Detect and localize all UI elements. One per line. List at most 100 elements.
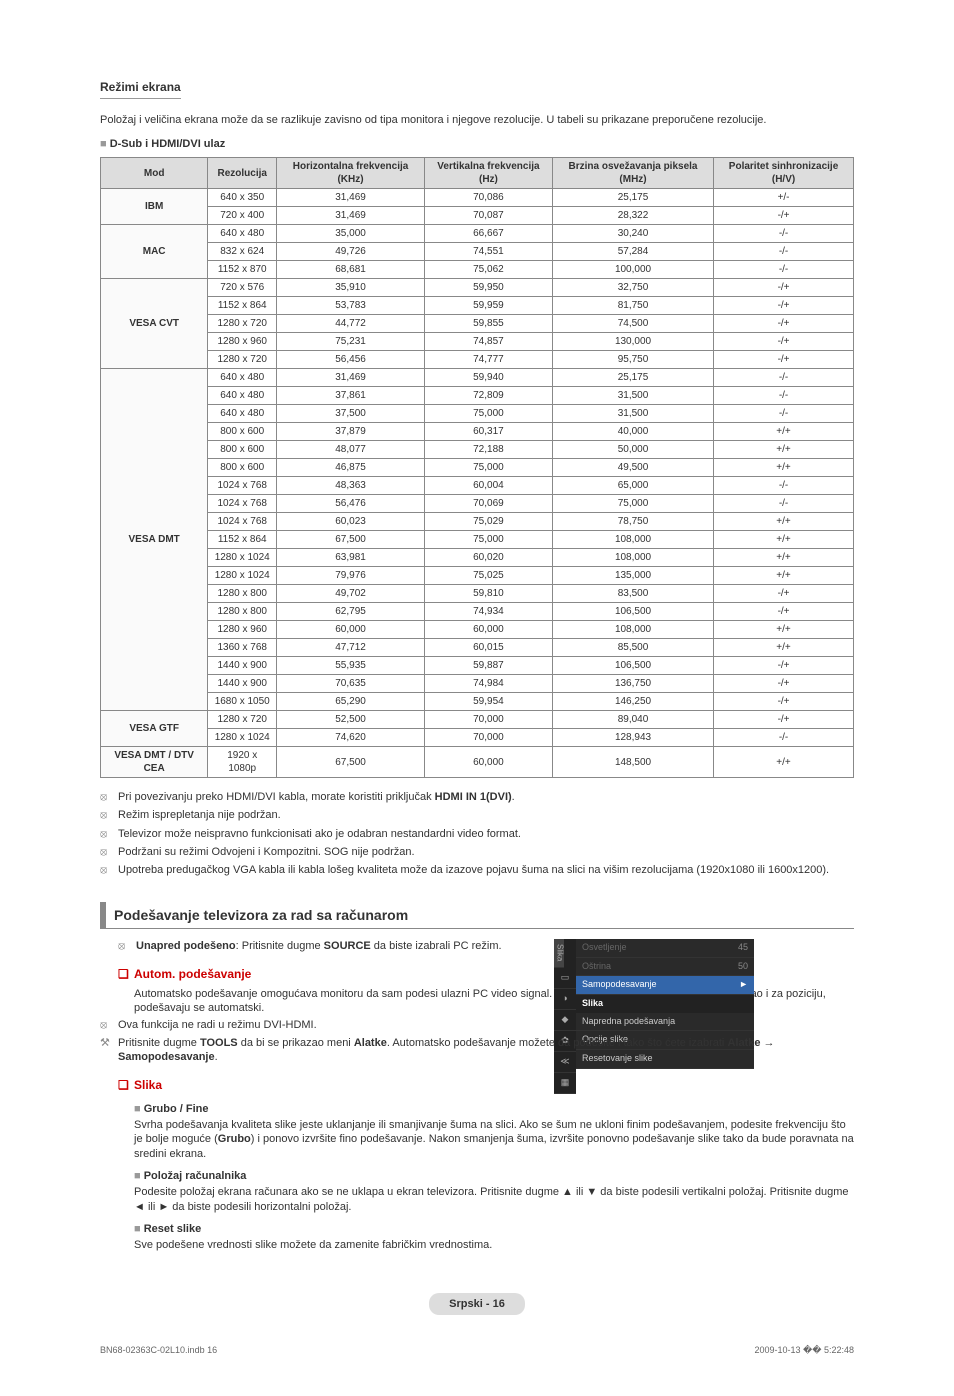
table-cell: -/+ — [714, 675, 854, 693]
table-cell: 59,959 — [424, 297, 552, 315]
polozaj-body: Podesite položaj ekrana računara ako se … — [134, 1185, 854, 1214]
table-cell: 89,040 — [552, 711, 713, 729]
table-cell: 60,000 — [424, 621, 552, 639]
table-cell: 1280 x 1024 — [208, 549, 277, 567]
table-cell: 65,000 — [552, 477, 713, 495]
table-row: 832 x 62449,72674,55157,284-/- — [101, 243, 854, 261]
table-cell: 81,750 — [552, 297, 713, 315]
table-cell: +/+ — [714, 513, 854, 531]
table-header: Rezolucija — [208, 158, 277, 189]
table-cell: -/- — [714, 225, 854, 243]
table-cell: 74,777 — [424, 351, 552, 369]
table-cell: 79,976 — [277, 567, 425, 585]
table-cell: 640 x 480 — [208, 405, 277, 423]
doc-timestamp: 2009-10-13 �� 5:22:48 — [754, 1345, 854, 1357]
table-cell: 25,175 — [552, 189, 713, 207]
table-cell: 70,635 — [277, 675, 425, 693]
table-cell: -/+ — [714, 333, 854, 351]
table-cell: 1280 x 960 — [208, 333, 277, 351]
table-row: VESA DMT / DTV CEA1920 x 1080p67,50060,0… — [101, 747, 854, 778]
doc-id: BN68-02363C-02L10.indb 16 — [100, 1345, 217, 1357]
table-row: 1024 x 76856,47670,06975,000-/- — [101, 495, 854, 513]
table-row: 800 x 60048,07772,18850,000+/+ — [101, 441, 854, 459]
table-cell: -/+ — [714, 657, 854, 675]
grubo-body: Svrha podešavanja kvaliteta slike jeste … — [134, 1118, 854, 1161]
table-cell: 1440 x 900 — [208, 675, 277, 693]
table-cell: 74,857 — [424, 333, 552, 351]
table-cell: 83,500 — [552, 585, 713, 603]
table-cell: 1360 x 768 — [208, 639, 277, 657]
table-row: IBM640 x 35031,46970,08625,175+/- — [101, 189, 854, 207]
table-cell: 100,000 — [552, 261, 713, 279]
note-item: Televizor može neispravno funkcionisati … — [100, 827, 854, 841]
table-cell: 130,000 — [552, 333, 713, 351]
table-cell: 57,284 — [552, 243, 713, 261]
table-cell: 1280 x 800 — [208, 585, 277, 603]
table-cell: 44,772 — [277, 315, 425, 333]
table-row: 800 x 60046,87575,00049,500+/+ — [101, 459, 854, 477]
table-cell: 135,000 — [552, 567, 713, 585]
table-row: 1280 x 102463,98160,020108,000+/+ — [101, 549, 854, 567]
table-cell: 1280 x 1024 — [208, 729, 277, 747]
table-cell: 75,029 — [424, 513, 552, 531]
table-row: 1152 x 86467,50075,000108,000+/+ — [101, 531, 854, 549]
table-mod-cell: VESA CVT — [101, 279, 208, 369]
table-cell: 59,810 — [424, 585, 552, 603]
table-cell: -/+ — [714, 603, 854, 621]
table-cell: 146,250 — [552, 693, 713, 711]
table-cell: 75,000 — [424, 531, 552, 549]
table-cell: 31,500 — [552, 387, 713, 405]
table-cell: +/+ — [714, 531, 854, 549]
table-cell: 75,000 — [552, 495, 713, 513]
table-cell: 1280 x 800 — [208, 603, 277, 621]
section-title: Režimi ekrana — [100, 80, 181, 99]
table-cell: 720 x 400 — [208, 207, 277, 225]
table-cell: 1280 x 720 — [208, 711, 277, 729]
table-cell: 31,469 — [277, 189, 425, 207]
table-cell: 106,500 — [552, 603, 713, 621]
table-cell: +/+ — [714, 621, 854, 639]
reset-body: Sve podešene vrednosti slike možete da z… — [134, 1238, 854, 1252]
table-cell: 60,020 — [424, 549, 552, 567]
table-cell: 35,910 — [277, 279, 425, 297]
table-cell: 1024 x 768 — [208, 495, 277, 513]
table-cell: 70,000 — [424, 711, 552, 729]
table-cell: +/- — [714, 189, 854, 207]
table-header: Polaritet sinhronizacije (H/V) — [714, 158, 854, 189]
table-cell: 37,500 — [277, 405, 425, 423]
notes-list: Pri povezivanju preko HDMI/DVI kabla, mo… — [100, 790, 854, 877]
table-cell: -/- — [714, 477, 854, 495]
table-cell: 1024 x 768 — [208, 477, 277, 495]
table-cell: 128,943 — [552, 729, 713, 747]
table-cell: 63,981 — [277, 549, 425, 567]
table-cell: 60,015 — [424, 639, 552, 657]
table-cell: 1280 x 960 — [208, 621, 277, 639]
table-header: Vertikalna frekvencija (Hz) — [424, 158, 552, 189]
table-cell: -/+ — [714, 207, 854, 225]
page-footer: Srpski - 16 — [429, 1293, 525, 1315]
table-row: 1024 x 76860,02375,02978,750+/+ — [101, 513, 854, 531]
osd-screenshot: Slika ▭ ◑ ◆ ✿ ≪ ▦ Osvetljenje45 Oštrina5… — [554, 939, 754, 1094]
table-cell: 1152 x 864 — [208, 531, 277, 549]
table-row: 1152 x 86453,78359,95981,750-/+ — [101, 297, 854, 315]
table-cell: 55,935 — [277, 657, 425, 675]
table-cell: 49,726 — [277, 243, 425, 261]
table-cell: 106,500 — [552, 657, 713, 675]
table-cell: 108,000 — [552, 531, 713, 549]
table-row: 1152 x 87068,68175,062100,000-/- — [101, 261, 854, 279]
table-cell: 60,000 — [424, 747, 552, 778]
table-cell: 60,000 — [277, 621, 425, 639]
modes-table: ModRezolucijaHorizontalna frekvencija (K… — [100, 157, 854, 778]
table-row: 1680 x 105065,29059,954146,250-/+ — [101, 693, 854, 711]
table-header: Mod — [101, 158, 208, 189]
table-cell: 56,456 — [277, 351, 425, 369]
reset-title: Reset slike — [134, 1222, 854, 1236]
table-mod-cell: VESA DMT — [101, 369, 208, 711]
table-cell: 72,188 — [424, 441, 552, 459]
auto-title: Autom. podešavanje — [118, 967, 854, 983]
table-cell: 31,469 — [277, 369, 425, 387]
table-row: 1280 x 102474,62070,000128,943-/- — [101, 729, 854, 747]
table-cell: 59,950 — [424, 279, 552, 297]
polozaj-title: Položaj računalnika — [134, 1169, 854, 1183]
table-cell: 1024 x 768 — [208, 513, 277, 531]
